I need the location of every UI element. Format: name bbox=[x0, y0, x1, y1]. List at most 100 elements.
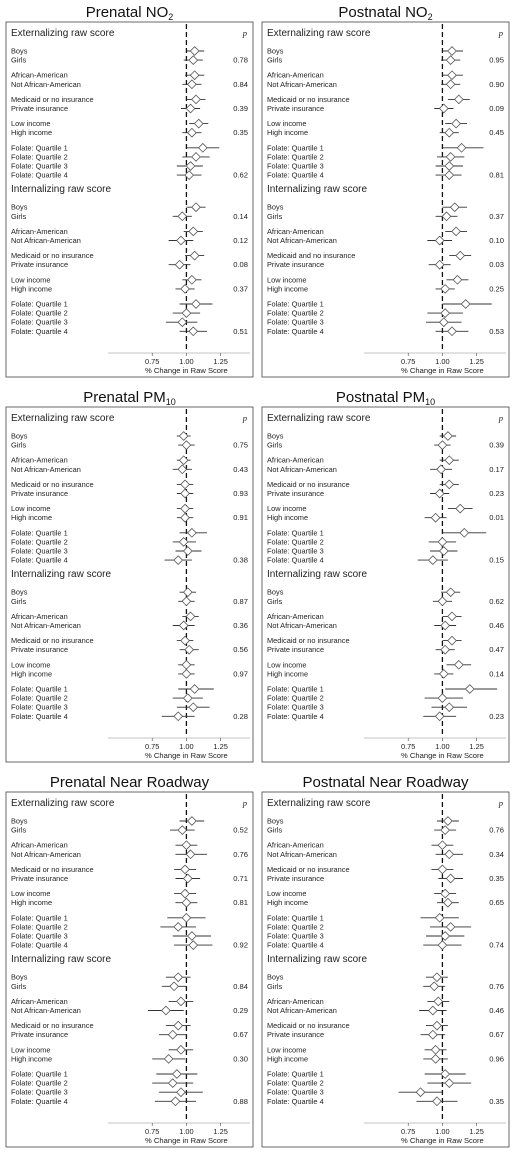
estimate-marker bbox=[188, 55, 199, 65]
estimate-marker bbox=[440, 1069, 451, 1079]
row-label: High income bbox=[267, 128, 308, 137]
estimate-marker bbox=[432, 1020, 442, 1031]
estimate-marker bbox=[445, 55, 456, 65]
estimate-marker bbox=[447, 326, 457, 337]
p-value: 0.76 bbox=[489, 982, 504, 991]
p-value: 0.88 bbox=[233, 1097, 248, 1106]
row-label: Medicaid or no insurance bbox=[267, 1021, 350, 1030]
estimate-marker bbox=[197, 142, 208, 153]
estimate-marker bbox=[444, 170, 455, 180]
estimate-marker bbox=[178, 620, 189, 631]
section-title: Internalizing raw score bbox=[267, 184, 367, 195]
x-tick-label: 1.25 bbox=[213, 742, 227, 751]
row-label: Folate: Quartile 3 bbox=[11, 318, 68, 327]
panel-5: Postnatal Near Roadway Externalizing raw … bbox=[261, 774, 510, 1148]
row-label: Folate: Quartile 1 bbox=[267, 300, 324, 309]
row-label: Not African-American bbox=[11, 850, 81, 859]
row-label: African-American bbox=[11, 71, 68, 80]
estimate-marker bbox=[437, 440, 448, 450]
estimate-marker bbox=[434, 259, 445, 270]
row-label: Folate: Quartile 4 bbox=[11, 171, 68, 180]
estimate-marker bbox=[173, 922, 184, 932]
p-header: p bbox=[242, 413, 247, 423]
estimate-marker bbox=[451, 118, 461, 129]
row-label: Folate: Quartile 1 bbox=[267, 685, 324, 694]
row-label: Not African-American bbox=[267, 850, 337, 859]
estimate-marker bbox=[427, 1005, 438, 1016]
estimate-marker bbox=[444, 849, 455, 860]
panel-4: Prenatal Near Roadway Externalizing raw s… bbox=[5, 774, 254, 1148]
row-label: Folate: Quartile 3 bbox=[267, 318, 324, 327]
x-tick-label: 1.25 bbox=[469, 742, 483, 751]
panel-3: Postnatal PM10 Externalizing raw score p In… bbox=[261, 389, 510, 763]
row-label: African-American bbox=[11, 456, 68, 465]
estimate-marker bbox=[440, 284, 451, 294]
p-value: 0.97 bbox=[233, 669, 248, 678]
estimate-marker bbox=[182, 873, 193, 884]
estimate-marker bbox=[184, 644, 195, 655]
row-label: Not African-American bbox=[11, 80, 81, 89]
panel-title: Prenatal Near Roadway bbox=[50, 774, 210, 791]
row-label: African-American bbox=[267, 227, 324, 236]
x-axis-label: % Change in Raw Score bbox=[401, 751, 484, 760]
estimate-marker bbox=[440, 620, 451, 631]
p-value: 0.43 bbox=[233, 465, 248, 474]
row-label: Not African-American bbox=[11, 621, 81, 630]
estimate-marker bbox=[178, 431, 189, 441]
panel-2: Prenatal PM10 Externalizing raw score p Int… bbox=[5, 389, 254, 763]
panel-title-subscript: 2 bbox=[168, 12, 173, 22]
row-label: Not African-American bbox=[267, 236, 337, 245]
panel-title: Postnatal NO2 bbox=[338, 4, 432, 22]
row-label: Folate: Quartile 2 bbox=[11, 1079, 68, 1088]
estimate-marker bbox=[180, 635, 190, 646]
estimate-marker bbox=[447, 611, 457, 622]
row-label: Folate: Quartile 2 bbox=[11, 309, 68, 318]
p-value: 0.96 bbox=[489, 1054, 504, 1063]
estimate-marker bbox=[188, 226, 199, 237]
p-value: 0.39 bbox=[489, 441, 504, 450]
panel-frame bbox=[261, 21, 510, 378]
row-label: Folate: Quartile 1 bbox=[11, 685, 68, 694]
p-value: 0.23 bbox=[489, 712, 504, 721]
estimate-marker bbox=[444, 455, 455, 466]
p-value: 0.81 bbox=[233, 898, 248, 907]
estimate-marker bbox=[437, 537, 448, 547]
estimate-marker bbox=[443, 816, 453, 826]
estimate-marker bbox=[180, 888, 190, 899]
row-label: Boys bbox=[11, 203, 28, 212]
estimate-marker bbox=[189, 684, 200, 694]
estimate-marker bbox=[436, 464, 446, 475]
p-value: 0.35 bbox=[489, 1097, 504, 1106]
row-label: Folate: Quartile 4 bbox=[267, 556, 324, 565]
panel-frame bbox=[5, 406, 254, 763]
estimate-marker bbox=[178, 455, 189, 466]
estimate-marker bbox=[180, 479, 190, 490]
estimate-marker bbox=[182, 693, 193, 703]
p-header: p bbox=[498, 413, 503, 423]
row-label: Folate: Quartile 2 bbox=[11, 537, 68, 546]
row-label: Low income bbox=[267, 1045, 306, 1054]
row-label: Medicaid or no insurance bbox=[267, 636, 350, 645]
row-label: Boys bbox=[267, 432, 284, 441]
estimate-marker bbox=[447, 635, 457, 646]
estimate-marker bbox=[189, 250, 200, 261]
estimate-marker bbox=[185, 161, 196, 171]
estimate-marker bbox=[437, 840, 448, 851]
estimate-marker bbox=[173, 711, 184, 722]
row-label: High income bbox=[11, 284, 52, 293]
row-label: Boys bbox=[267, 203, 284, 212]
row-label: Private insurance bbox=[267, 260, 324, 269]
x-tick-label: 1.00 bbox=[435, 742, 449, 751]
row-label: Girls bbox=[267, 212, 282, 221]
row-label: Girls bbox=[267, 56, 282, 65]
row-label: Medicaid or no insurance bbox=[11, 1021, 94, 1030]
p-value: 0.09 bbox=[489, 104, 504, 113]
p-value: 0.14 bbox=[233, 212, 248, 221]
row-label: Folate: Quartile 2 bbox=[11, 922, 68, 931]
estimate-marker bbox=[440, 888, 451, 899]
row-label: Folate: Quartile 3 bbox=[11, 547, 68, 556]
p-value: 0.93 bbox=[233, 489, 248, 498]
estimate-marker bbox=[176, 235, 186, 246]
p-header: p bbox=[242, 28, 247, 38]
p-value: 0.74 bbox=[489, 941, 504, 950]
